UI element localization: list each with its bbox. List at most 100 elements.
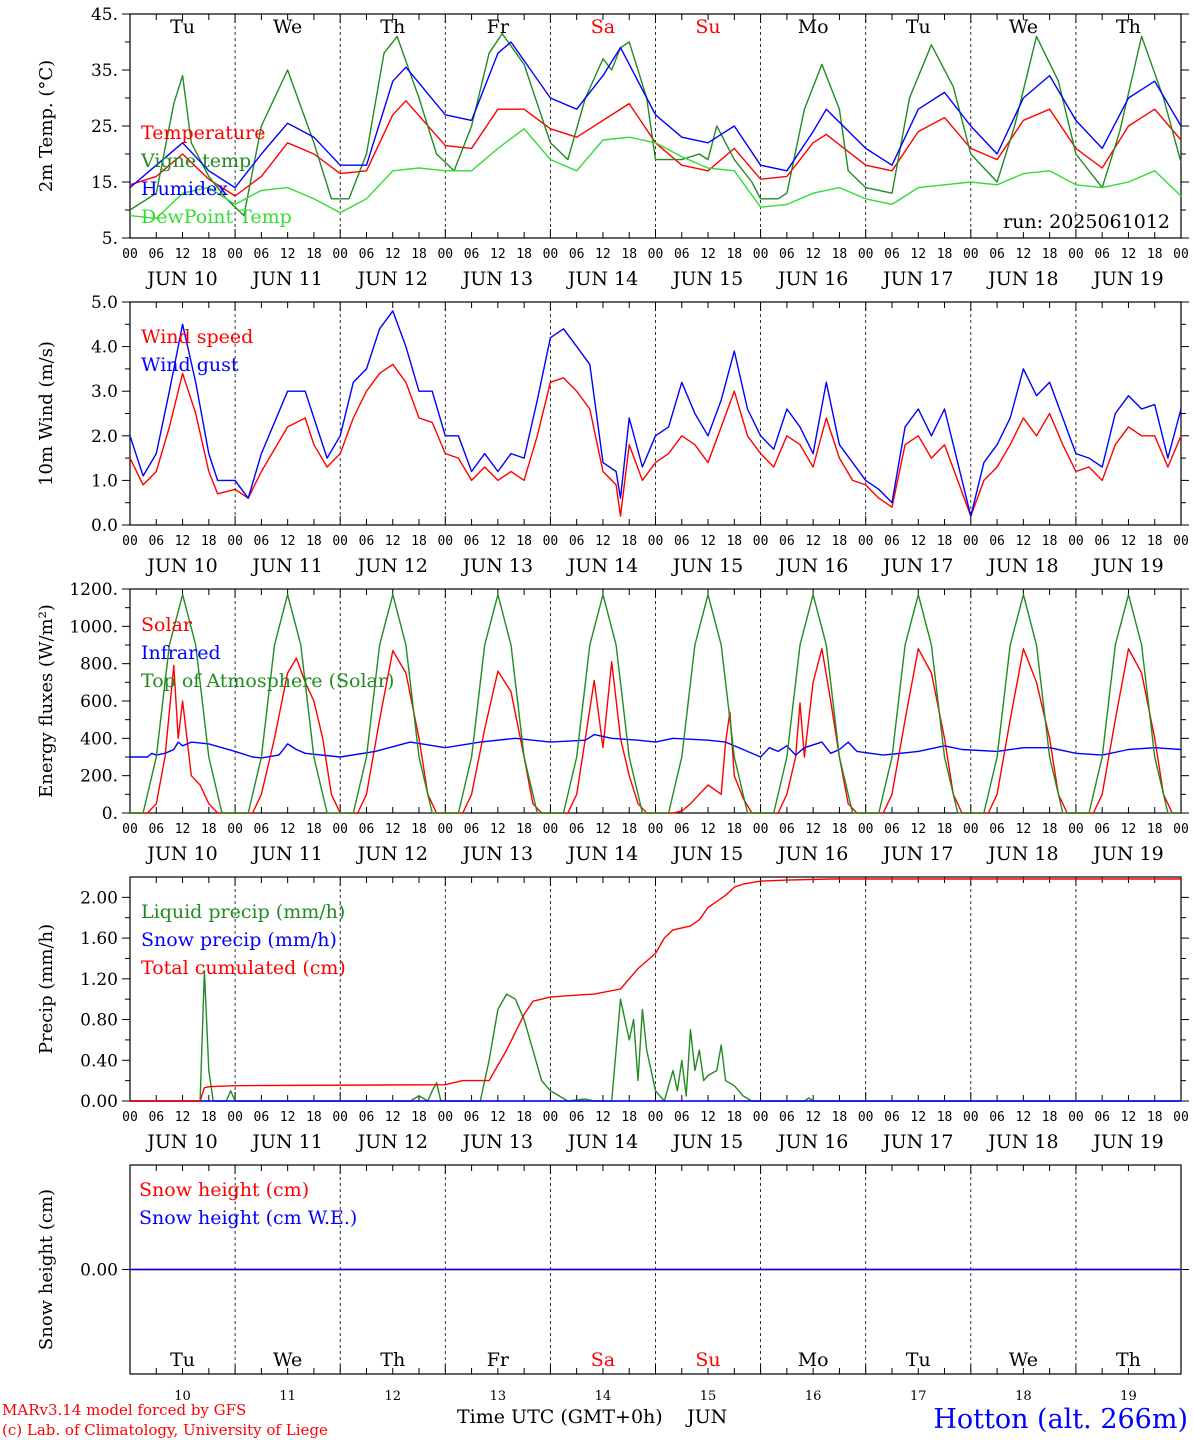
x-date-label: JUN 14 bbox=[566, 1131, 638, 1153]
x-day-number: 18 bbox=[1015, 1389, 1032, 1404]
x-hour-label: 06 bbox=[148, 247, 164, 262]
x-hour-label: 18 bbox=[726, 822, 742, 837]
x-hour-label: 12 bbox=[490, 247, 506, 262]
x-date-label: JUN 16 bbox=[776, 1131, 848, 1153]
weekday-label: We bbox=[1009, 16, 1038, 38]
x-hour-label: 18 bbox=[411, 1110, 427, 1125]
x-hour-label: 12 bbox=[805, 822, 821, 837]
x-hour-label: 06 bbox=[779, 1110, 795, 1125]
y-tick-label: 5.0 bbox=[91, 293, 118, 313]
x-hour-label: 18 bbox=[937, 534, 953, 549]
x-hour-label: 12 bbox=[1016, 1110, 1032, 1125]
legend-snow-height-cm: Snow height (cm) bbox=[139, 1179, 309, 1201]
panel-2: 0.0 1.0 2.0 3.0 4.0 5.0 10m Wind (m/s) Wind spe… bbox=[36, 293, 1189, 577]
x-hour-label: 18 bbox=[411, 822, 427, 837]
x-hour-label: 06 bbox=[464, 822, 480, 837]
x-hour-label: 12 bbox=[1016, 247, 1032, 262]
x-date-label: JUN 19 bbox=[1091, 268, 1163, 290]
x-hour-label: 06 bbox=[1094, 1110, 1110, 1125]
x-hour-label: 12 bbox=[490, 534, 506, 549]
x-hour-label: 12 bbox=[700, 247, 716, 262]
x-hour-label: 00 bbox=[648, 534, 664, 549]
panel-1: 5. 15. 25. 35. 45. 2m Temp. (°C) Temperature Vi… bbox=[36, 5, 1189, 290]
x-hour-label: 12 bbox=[910, 822, 926, 837]
x-hour-label: 12 bbox=[805, 534, 821, 549]
x-date-label: JUN 14 bbox=[566, 555, 638, 577]
x-hour-label: 00 bbox=[122, 822, 138, 837]
x-date-label: JUN 11 bbox=[250, 268, 322, 290]
x-hour-label: 00 bbox=[648, 247, 664, 262]
x-hour-label: 18 bbox=[306, 534, 322, 549]
plot-frame bbox=[129, 301, 1182, 526]
x-date-label: JUN 17 bbox=[881, 268, 953, 290]
legend-vigne-temp: Vigne temp bbox=[140, 150, 251, 172]
legend-wind-gust: Wind gust bbox=[141, 354, 239, 376]
x-hour-label: 18 bbox=[201, 822, 217, 837]
x-hour-label: 18 bbox=[1042, 822, 1058, 837]
x-hour-label: 12 bbox=[175, 247, 191, 262]
x-hour-label: 18 bbox=[832, 1110, 848, 1125]
y-tick-label: 0. bbox=[102, 804, 118, 824]
series-top-of-atmosphere-solar bbox=[130, 593, 1181, 814]
x-hour-label: 12 bbox=[805, 1110, 821, 1125]
x-date-label: JUN 16 bbox=[776, 268, 848, 290]
y-tick-label: 200. bbox=[80, 767, 118, 787]
x-hour-label: 12 bbox=[1121, 247, 1137, 262]
x-hour-label: 12 bbox=[280, 534, 296, 549]
x-hour-label: 00 bbox=[437, 822, 453, 837]
x-hour-label: 18 bbox=[201, 1110, 217, 1125]
x-hour-label: 18 bbox=[411, 247, 427, 262]
x-hour-label: 06 bbox=[254, 247, 270, 262]
x-date-label: JUN 15 bbox=[671, 843, 743, 865]
x-hour-label: 00 bbox=[648, 822, 664, 837]
x-date-label: JUN 14 bbox=[566, 843, 638, 865]
x-hour-label: 18 bbox=[306, 247, 322, 262]
x-hour-label: 12 bbox=[1121, 1110, 1137, 1125]
y-tick-label: 15. bbox=[91, 173, 118, 193]
x-date-label: JUN 19 bbox=[1091, 555, 1163, 577]
x-hour-label: 18 bbox=[201, 247, 217, 262]
y-tick-label: 45. bbox=[91, 5, 118, 25]
y-tick-label: 1.20 bbox=[80, 970, 118, 990]
x-hour-label: 06 bbox=[569, 1110, 585, 1125]
x-hour-label: 00 bbox=[753, 1110, 769, 1125]
panels-layer: 5. 15. 25. 35. 45. 2m Temp. (°C) Temperature Vi… bbox=[36, 5, 1189, 1404]
x-hour-label: 06 bbox=[464, 534, 480, 549]
x-hour-label: 00 bbox=[963, 534, 979, 549]
x-axis-title: Time UTC (GMT+0h) bbox=[457, 1406, 663, 1428]
legend-solar: Solar bbox=[141, 614, 193, 636]
x-hour-label: 18 bbox=[937, 822, 953, 837]
x-hour-label: 00 bbox=[648, 1110, 664, 1125]
y-tick-label: 1200. bbox=[69, 580, 118, 600]
x-hour-label: 00 bbox=[1173, 822, 1189, 837]
x-hour-label: 00 bbox=[543, 534, 559, 549]
x-hour-label: 00 bbox=[753, 822, 769, 837]
weekday-label: Su bbox=[695, 1349, 720, 1371]
x-hour-label: 12 bbox=[595, 822, 611, 837]
series-total-cumulated-cm bbox=[130, 878, 1181, 1102]
series-humidex bbox=[129, 41, 1182, 189]
x-hour-label: 06 bbox=[674, 247, 690, 262]
x-hour-label: 00 bbox=[122, 534, 138, 549]
x-hour-label: 12 bbox=[280, 1110, 296, 1125]
x-date-label: JUN 19 bbox=[1091, 1131, 1163, 1153]
x-hour-label: 12 bbox=[910, 1110, 926, 1125]
x-hour-label: 12 bbox=[280, 247, 296, 262]
x-hour-label: 12 bbox=[1121, 822, 1137, 837]
x-hour-label: 06 bbox=[1094, 534, 1110, 549]
y-tick-label: 2.00 bbox=[80, 888, 118, 908]
footer-credit-model: MARv3.14 model forced by GFS bbox=[2, 1401, 246, 1419]
x-hour-label: 18 bbox=[516, 822, 532, 837]
x-date-label: JUN 11 bbox=[250, 843, 322, 865]
y-tick-label: 600. bbox=[80, 692, 118, 712]
x-hour-label: 18 bbox=[1042, 534, 1058, 549]
x-day-number: 19 bbox=[1120, 1389, 1137, 1404]
x-date-label: JUN 10 bbox=[145, 1131, 217, 1153]
series-wind-speed bbox=[129, 363, 1182, 517]
x-hour-label: 12 bbox=[700, 534, 716, 549]
x-hour-label: 06 bbox=[779, 247, 795, 262]
x-hour-label: 00 bbox=[1068, 822, 1084, 837]
run-label: run: 2025061012 bbox=[1003, 211, 1170, 233]
x-hour-label: 06 bbox=[884, 1110, 900, 1125]
x-date-label: JUN 18 bbox=[986, 268, 1058, 290]
